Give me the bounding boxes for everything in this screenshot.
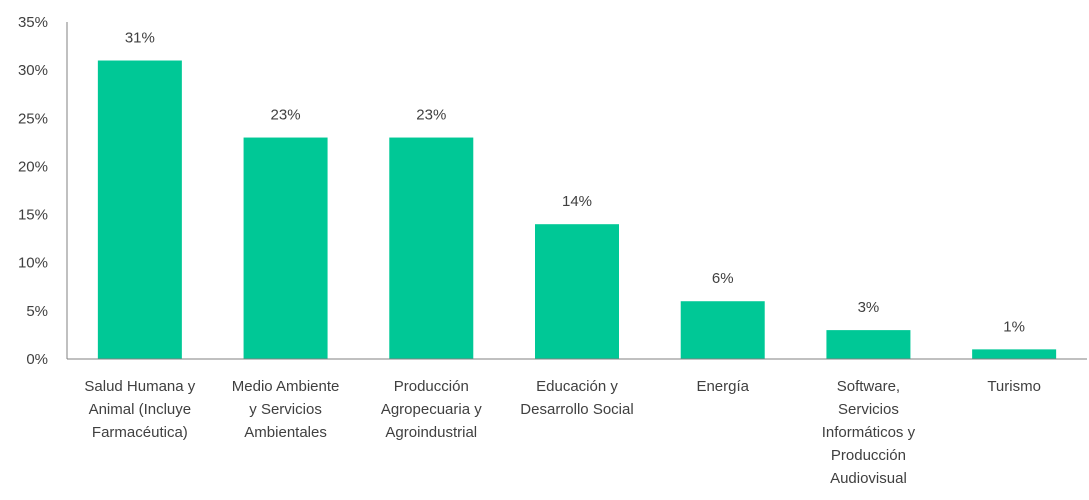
data-label: 3% — [858, 299, 880, 316]
data-label: 14% — [562, 193, 592, 210]
x-tick-label: Salud Humana y Animal (Incluye Farmacéutic… — [84, 378, 195, 441]
y-tick-label: 0% — [26, 351, 48, 368]
bar — [243, 137, 328, 359]
y-tick-label: 5% — [26, 303, 48, 320]
x-tick-label: Turismo — [987, 378, 1041, 395]
y-tick-label: 25% — [18, 110, 48, 127]
data-label: 23% — [416, 107, 446, 124]
bar — [389, 137, 474, 359]
y-tick-label: 35% — [18, 14, 48, 31]
data-label: 1% — [1003, 318, 1025, 335]
data-labels: 31% 23% 23% 14% 6% 3% 1% — [125, 30, 1025, 336]
bar — [97, 60, 182, 360]
y-tick-label: 20% — [18, 158, 48, 175]
bar — [972, 349, 1057, 359]
data-label: 31% — [125, 30, 155, 47]
x-tick-label: Software, Servicios Informáticos y Producci… — [822, 378, 916, 487]
category-labels: Salud Humana y Animal (Incluye Farmacéutic… — [84, 378, 1041, 487]
y-tick-label: 10% — [18, 255, 48, 272]
bar — [680, 301, 765, 359]
data-label: 23% — [271, 107, 301, 124]
y-axis-ticks: 0% 5% 10% 15% 20% 25% 30% 35% — [18, 14, 48, 368]
y-tick-label: 30% — [18, 62, 48, 79]
y-tick-label: 15% — [18, 207, 48, 224]
bar — [826, 330, 911, 359]
x-tick-label: Medio Ambiente y Servicios Ambientales — [232, 378, 340, 441]
x-tick-label: Producción Agropecuaria y Agroindustrial — [381, 378, 482, 441]
bar — [535, 224, 619, 359]
x-tick-label: Energía — [696, 378, 749, 395]
data-label: 6% — [712, 270, 734, 287]
x-tick-label: Educación y Desarrollo Social — [520, 378, 633, 418]
bars — [97, 60, 1057, 360]
